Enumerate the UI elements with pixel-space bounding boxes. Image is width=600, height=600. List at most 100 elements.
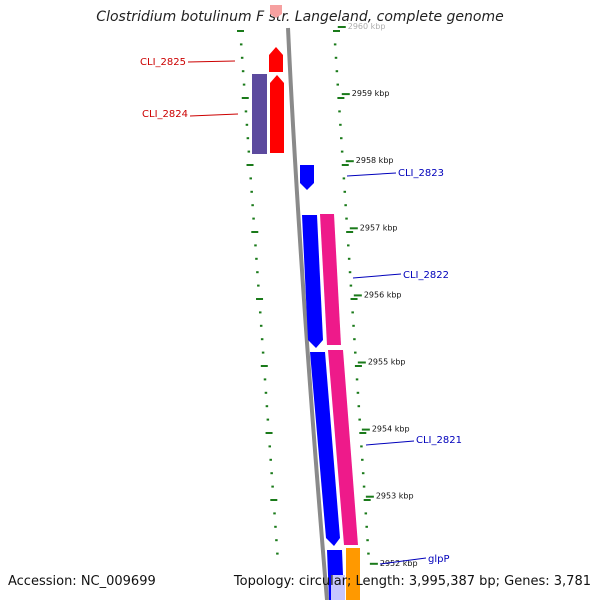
ruler-label: 2957 kbp bbox=[360, 223, 398, 232]
tick-mark bbox=[341, 164, 349, 166]
tick-mark bbox=[271, 485, 274, 488]
feature-bar-orange[interactable] bbox=[346, 548, 360, 600]
tick-mark bbox=[260, 338, 264, 341]
ruler-tick bbox=[337, 26, 346, 28]
tick-mark bbox=[241, 70, 245, 73]
tick-mark bbox=[359, 432, 367, 434]
tick-mark bbox=[338, 110, 341, 113]
map-title: Clostridium botulinum F str. Langeland, … bbox=[96, 9, 504, 25]
ruler-tick bbox=[341, 93, 350, 96]
ruler-tick bbox=[345, 160, 354, 163]
tick-mark bbox=[242, 83, 246, 86]
tick-mark bbox=[342, 177, 346, 180]
tick-mark bbox=[344, 204, 347, 207]
gene-label-CLI_2824[interactable]: CLI_2824 bbox=[142, 109, 188, 120]
tick-mark bbox=[354, 365, 362, 367]
tick-mark bbox=[244, 110, 248, 113]
gene-label-glpP[interactable]: glpP bbox=[428, 554, 450, 565]
tick-mark bbox=[254, 244, 257, 247]
tick-mark bbox=[258, 311, 262, 314]
tick-mark bbox=[364, 512, 368, 515]
tick-mark bbox=[366, 539, 369, 542]
tick-mark bbox=[347, 244, 350, 247]
tick-mark bbox=[356, 391, 360, 394]
tick-mark bbox=[251, 231, 259, 233]
tick-mark bbox=[354, 351, 357, 354]
tick-mark bbox=[361, 458, 364, 461]
tick-mark bbox=[347, 257, 351, 260]
outer-tick-ring bbox=[333, 30, 371, 555]
tick-mark bbox=[367, 552, 370, 555]
tick-mark bbox=[261, 351, 265, 354]
leader-line bbox=[352, 273, 402, 279]
tick-mark bbox=[345, 217, 348, 220]
tick-mark bbox=[247, 150, 251, 153]
tick-mark bbox=[336, 83, 340, 86]
gene-labels: CLI_2825 CLI_2824 CLI_2823 CLI_2822 CLI_… bbox=[140, 57, 462, 565]
tick-mark bbox=[358, 418, 361, 421]
feature-bar-magenta-1[interactable] bbox=[320, 214, 341, 345]
ruler-label: 2958 kbp bbox=[356, 156, 394, 165]
tick-mark bbox=[273, 512, 276, 515]
leader-line bbox=[346, 172, 397, 177]
tick-mark bbox=[263, 378, 267, 381]
tick-mark bbox=[266, 418, 270, 421]
gene-label-CLI_2821[interactable]: CLI_2821 bbox=[416, 435, 462, 446]
feature-bar-magenta-2[interactable] bbox=[328, 350, 358, 545]
ruler-label: 2955 kbp bbox=[368, 358, 406, 367]
gene-label-CLI_2822[interactable]: CLI_2822 bbox=[403, 270, 449, 281]
ruler-label: 2960 kbp bbox=[348, 22, 386, 31]
gene-CLI_2821-arrow[interactable] bbox=[310, 352, 340, 546]
tick-mark bbox=[361, 472, 365, 475]
tick-mark bbox=[365, 525, 368, 528]
gene-CLI_2822-arrow[interactable] bbox=[302, 215, 323, 348]
tick-mark bbox=[245, 123, 249, 126]
tick-mark bbox=[265, 405, 269, 408]
ruler-label: 2954 kbp bbox=[372, 425, 410, 434]
tick-mark bbox=[255, 257, 258, 260]
ruler-tick bbox=[361, 428, 370, 431]
tick-mark bbox=[334, 56, 338, 59]
tick-mark bbox=[260, 365, 268, 367]
tick-mark bbox=[269, 458, 272, 461]
genome-backbone bbox=[286, 27, 329, 600]
tick-mark bbox=[349, 284, 353, 287]
tick-mark bbox=[246, 137, 250, 140]
gene-label-CLI_2825[interactable]: CLI_2825 bbox=[140, 57, 186, 68]
tick-mark bbox=[351, 311, 354, 314]
ruler-label: 2956 kbp bbox=[364, 290, 402, 299]
gene-CLI_2823-arrow[interactable] bbox=[300, 165, 314, 190]
ruler-tick bbox=[357, 361, 366, 364]
accession-label: Accession: NC_009699 bbox=[8, 574, 156, 589]
tick-mark bbox=[256, 271, 259, 274]
gene-label-CLI_2823[interactable]: CLI_2823 bbox=[398, 168, 444, 179]
tick-mark bbox=[251, 204, 254, 207]
feature-bar-purple[interactable] bbox=[252, 74, 267, 154]
gene-CLI_2826-arrow[interactable] bbox=[270, 5, 282, 18]
tick-mark bbox=[259, 324, 263, 327]
tick-mark bbox=[264, 391, 268, 394]
tick-mark bbox=[335, 70, 339, 73]
feature-bar-lavender[interactable] bbox=[331, 575, 345, 600]
tick-mark bbox=[252, 217, 255, 220]
tick-mark bbox=[270, 499, 278, 501]
tick-mark bbox=[350, 298, 358, 300]
tick-mark bbox=[355, 378, 359, 381]
tick-mark bbox=[274, 525, 277, 528]
ruler-label: 2959 kbp bbox=[352, 89, 390, 98]
tick-mark bbox=[352, 324, 355, 327]
ruler-tick bbox=[365, 495, 374, 498]
tick-mark bbox=[241, 97, 249, 99]
gene-CLI_2825-arrow[interactable] bbox=[269, 47, 283, 72]
tick-mark bbox=[257, 284, 260, 287]
inner-tick-ring bbox=[237, 30, 279, 555]
tick-mark bbox=[340, 150, 344, 153]
tick-mark bbox=[363, 499, 371, 501]
tick-mark bbox=[237, 30, 244, 32]
gene-CLI_2824-arrow[interactable] bbox=[270, 75, 284, 153]
ruler-label: 2952 kbp bbox=[380, 559, 418, 568]
leader-line bbox=[189, 113, 239, 117]
ruler-label: 2953 kbp bbox=[376, 492, 414, 501]
tick-mark bbox=[343, 190, 347, 193]
